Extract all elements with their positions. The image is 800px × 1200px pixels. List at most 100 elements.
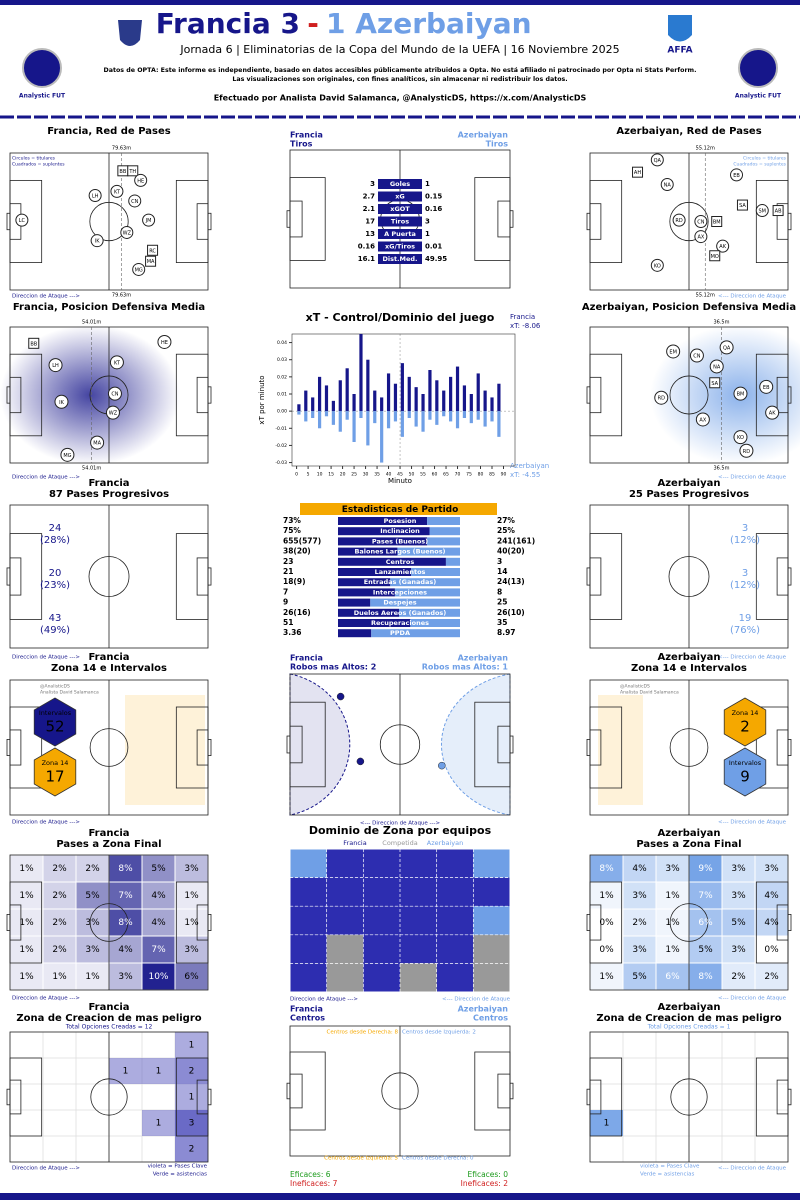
cell-label: 2%: [52, 864, 67, 874]
player-node: [145, 255, 157, 267]
grid-cell: [622, 1031, 657, 1059]
x-tick-label: 75: [466, 472, 472, 478]
player-node: [28, 337, 40, 349]
creation-cell: [175, 1084, 208, 1110]
goal: [207, 386, 212, 404]
zone-share: (28%): [40, 535, 70, 546]
cell-label: 4%: [151, 891, 166, 901]
x-tick-label: 15: [328, 472, 334, 478]
player-label: SM: [759, 209, 767, 215]
stat-bar-home: [338, 629, 372, 638]
watermark: Analista David Salamanca: [620, 690, 679, 696]
hex-value: 17: [45, 768, 64, 786]
zone14-area: [598, 695, 643, 805]
dominance-cell: [436, 849, 474, 878]
stat-home: 13: [365, 230, 375, 238]
center-circle: [89, 903, 129, 942]
pitch: [6, 504, 212, 649]
grid-cell: [108, 1109, 143, 1137]
dominance-lines: [290, 849, 510, 992]
xt-bar: [449, 376, 453, 412]
xt-bar: [345, 411, 349, 420]
heat-cell: [141, 935, 176, 964]
goal: [286, 1082, 291, 1100]
disclaimer: Las visualizaciones son originales, con …: [232, 75, 567, 83]
note: Verde = asistencias: [640, 1172, 694, 1178]
stats-banner: [300, 503, 497, 515]
heat-cell: [9, 962, 44, 991]
panel-title: Azerbaiyan, Posicion Defensiva Media: [582, 302, 796, 313]
stat-away: 8.97: [497, 628, 516, 637]
xt-bar: [407, 376, 411, 412]
stat-bar-home: [338, 619, 411, 627]
y-tick-label: -0.02: [275, 443, 287, 449]
penalty-box: [755, 533, 789, 620]
panel-title: Francia: [88, 1002, 129, 1013]
center-circle: [381, 1072, 419, 1110]
player-node: [60, 447, 75, 462]
cell-label: 1: [604, 1119, 610, 1129]
player-label: IK: [95, 239, 100, 245]
grid-cell: [721, 1109, 756, 1137]
grid-cell: [754, 1083, 789, 1111]
heat-cell: [622, 881, 657, 910]
center-circle: [669, 375, 709, 415]
six-yard-box: [289, 200, 303, 238]
zone-share: (76%): [730, 625, 760, 636]
cell-label: 1%: [19, 891, 34, 901]
grid-cell: [655, 1083, 690, 1111]
x-tick-label: 85: [489, 472, 495, 478]
xt-bar: [462, 385, 467, 412]
panel-title: Zona 14 e Intervalos: [51, 663, 167, 674]
watermark: @AnalisticDS: [40, 684, 70, 690]
x-tick-label: 50: [409, 472, 415, 478]
stat-away: 241(161): [497, 536, 535, 545]
xt-bar: [338, 411, 342, 432]
goal: [207, 914, 212, 932]
grid-cell: [721, 1135, 756, 1163]
grid-cell: [622, 1135, 657, 1163]
panel-title: Azerbaiyan: [658, 652, 721, 663]
goal: [586, 567, 591, 586]
player-node: [15, 213, 29, 227]
legend-item: Francia: [343, 839, 366, 847]
xt-bar: [476, 373, 480, 412]
total-label: Total Opciones Creadas = 1: [647, 1024, 731, 1031]
six-yard-box: [776, 1079, 789, 1115]
total-label: xT: -8.06: [510, 322, 541, 330]
cell-label: 0%: [599, 945, 614, 955]
cell-label: 1%: [599, 972, 614, 982]
player-label: LC: [19, 218, 26, 224]
goal: [586, 739, 591, 757]
heat-cell: [42, 881, 77, 910]
affa-logo: [668, 15, 692, 42]
player-node: [127, 165, 139, 177]
dominance-cell: [363, 906, 400, 935]
player-label: RC: [149, 248, 156, 254]
cell-label: 2%: [632, 918, 647, 928]
stat-away: 25: [497, 598, 507, 607]
grid-cell: [75, 1057, 110, 1085]
center-circle: [669, 903, 709, 942]
plot-frame: [291, 333, 516, 467]
xt-bar: [386, 411, 391, 429]
goal: [787, 567, 792, 586]
xt-bar: [297, 411, 301, 415]
six-yard-box: [9, 557, 22, 596]
stat-box: [378, 254, 422, 264]
xt-bar: [435, 380, 439, 412]
center-circle: [668, 556, 710, 597]
hex-value: 2: [740, 718, 750, 736]
panel-title: Francia: [88, 828, 129, 839]
player-node: [695, 412, 710, 427]
watermark: Analista David Salamanca: [40, 690, 99, 696]
stat-home: 73%: [283, 516, 301, 525]
penalty-box: [9, 1057, 43, 1137]
cell-label: 3%: [731, 864, 746, 874]
pitch: [586, 1031, 792, 1163]
attack-direction: <--- Direccion de Ataque: [718, 294, 787, 300]
zone-share: (49%): [40, 625, 70, 636]
goal: [207, 567, 212, 586]
x-tick-label: 30: [363, 472, 369, 478]
note: violeta = Pases Clave: [148, 1164, 208, 1170]
